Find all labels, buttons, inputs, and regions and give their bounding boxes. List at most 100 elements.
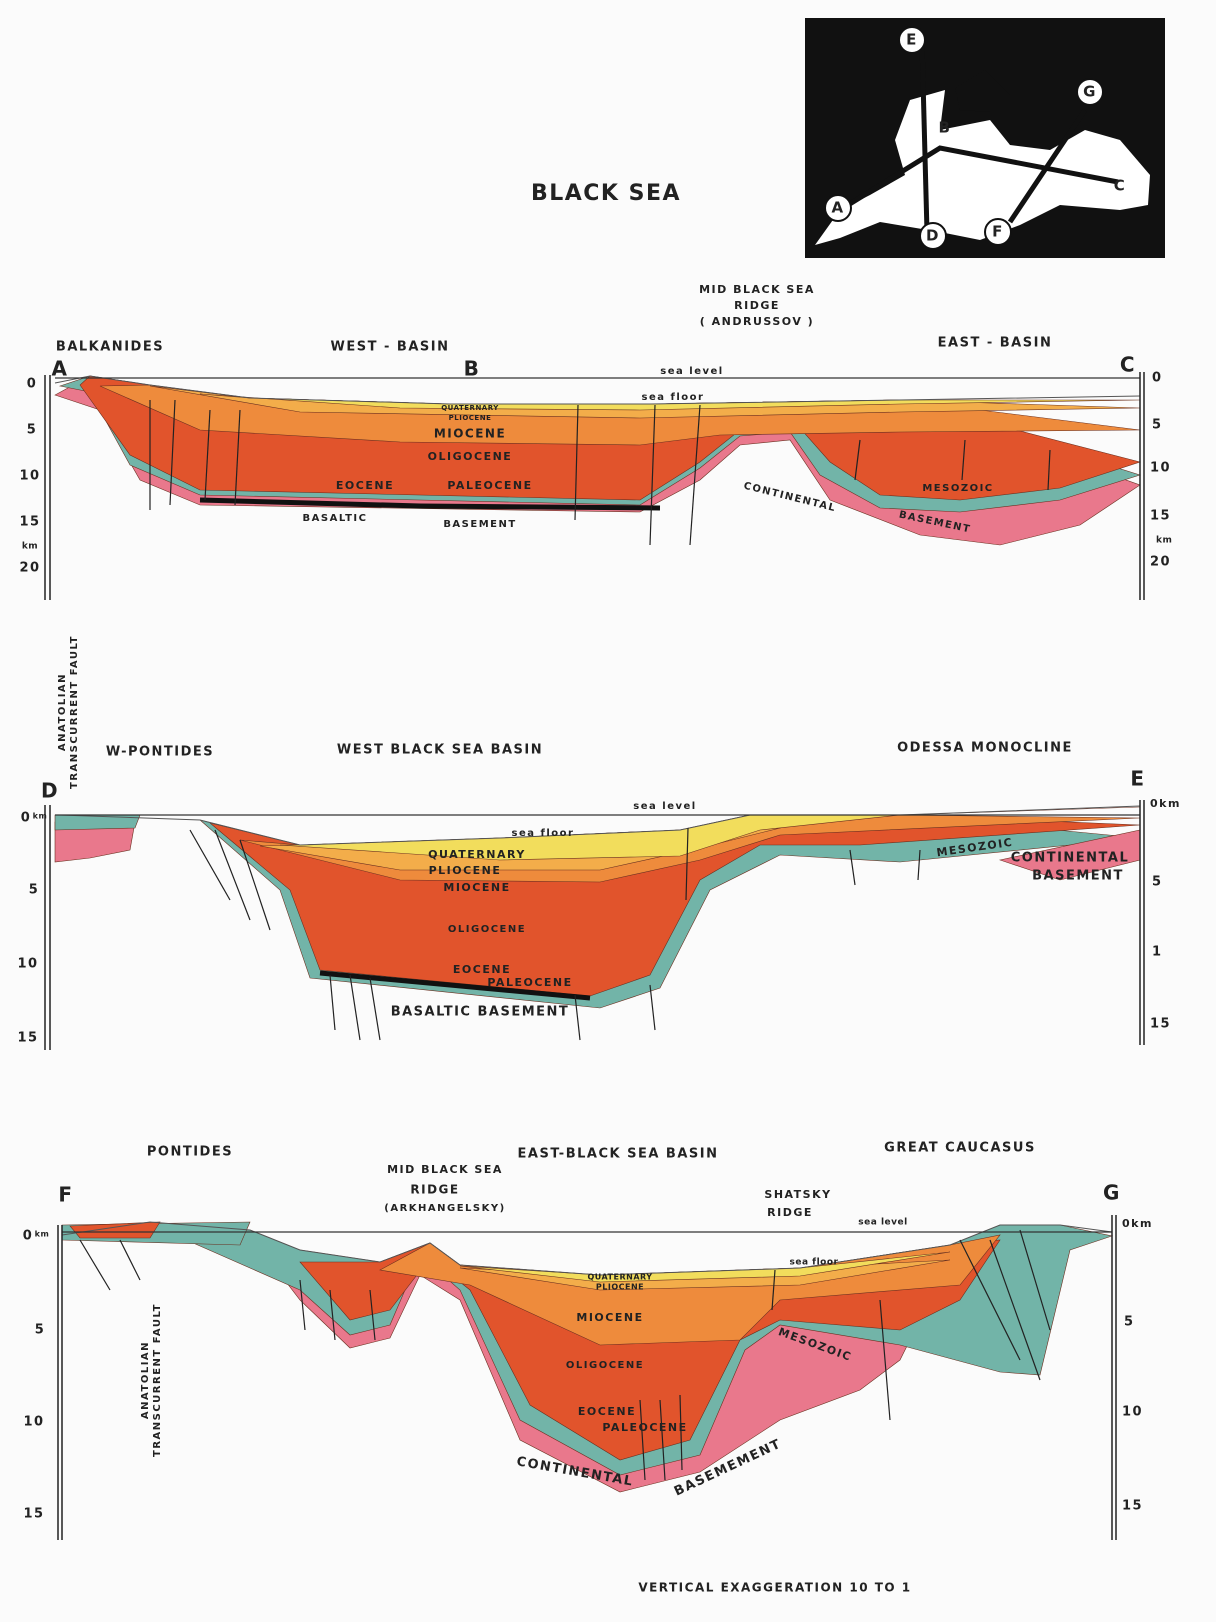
layer-label: PALEOCENE [447,479,532,492]
layer-label: QUATERNARY [441,404,499,412]
map-point: C [1114,177,1127,195]
depth-tick-label: 0 [23,1229,34,1244]
fault-line [574,994,581,1041]
profile-line [838,145,1119,213]
layer-label: PALEOCENE [602,1421,687,1434]
fault-line [961,439,966,481]
depth-tick-label: km [1156,536,1172,546]
footer: VERTICAL EXAGGERATION 10 TO 1 [638,1581,911,1595]
annotation: sea level [858,1218,907,1228]
depth-tick-label: 0 [27,377,38,392]
depth-tick-label: 15 [17,1031,38,1046]
map-point: E [906,31,918,49]
profile-end-label: F [58,1183,73,1207]
layer-label: BASALTIC BASEMENT [391,1005,570,1020]
fault-line [234,409,241,506]
ridge-label: ( ANDRUSSOV ) [700,315,814,328]
profile-end-label: E [1130,767,1145,791]
cross-section [44,800,1145,1050]
fault-label: ANATOLIAN [57,673,68,751]
fault-line [189,829,231,901]
sea-floor-line [61,1221,1113,1276]
region-label: BALKANIDES [56,340,164,355]
ridge-label: RIDGE [767,1206,813,1219]
fault-line [989,1239,1041,1381]
ridge-label: SHATSKY [764,1188,831,1201]
fault-line [917,849,921,881]
depth-tick-label: 10 [19,469,40,484]
fault-label: ANATOLIAN [140,1341,151,1419]
depth-tick-label: 0 [1152,371,1163,386]
region-label: EAST - BASIN [938,336,1053,351]
title: BLACK SEA [531,181,681,206]
layer-label: EOCENE [578,1405,636,1418]
depth-tick-label: 15 [1150,509,1171,524]
annotation: sea floor [512,828,575,839]
depth-tick-label: km [22,542,38,552]
fault-line [685,827,689,901]
depth-tick-label: 0 [21,811,32,826]
depth-tick-label: 5 [1124,1315,1135,1330]
depth-tick-label: 20 [19,561,40,576]
ridge-label: MID BLACK SEA [387,1163,503,1176]
layer-label: EOCENE [336,479,394,492]
annotation: sea level [660,366,723,377]
ridge-label: MID BLACK SEA [699,283,815,296]
fault-line [679,1394,683,1471]
basaltic-basement [199,497,661,511]
fault-line [119,1239,141,1281]
depth-tick-label: 5 [1152,418,1163,433]
annotation: sea floor [642,392,705,403]
fault-line [204,409,211,501]
depth-tick-label: 5 [29,883,40,898]
depth-tick-label: 15 [19,515,40,530]
map-point-marker [824,194,852,222]
depth-tick-label: 5 [35,1323,46,1338]
layer-label: BASEMENT [1032,869,1124,884]
region-label: EAST-BLACK SEA BASIN [518,1147,719,1162]
crimea [955,70,1010,112]
fault-line [349,974,361,1041]
layer-label: OLIGOCENE [566,1360,644,1371]
layer-label: OLIGOCENE [428,450,513,463]
depth-tick-label: 0km [1122,1217,1153,1230]
fault-line [649,404,656,546]
fault-line [1047,449,1051,491]
map-point: B [939,119,952,137]
map-point-marker [919,222,947,250]
fault-line [639,1399,646,1481]
layer-label: PLIOCENE [596,1283,644,1292]
region-label: PONTIDES [147,1145,233,1160]
annotation: sea floor [790,1258,839,1268]
layer-label: MIOCENE [576,1311,643,1324]
depth-tick-label: 15 [23,1507,44,1522]
ridge-label: RIDGE [410,1183,459,1197]
layer-label: BASEMENT [443,519,516,530]
map-point-marker [898,26,926,54]
depth-tick-label: 20 [1150,555,1171,570]
fault-line [79,1239,111,1291]
region-label: WEST - BASIN [331,340,450,355]
profile-end-label: D [41,779,59,803]
fault-line [329,1289,336,1341]
depth-tick-label: 15 [1150,1017,1171,1032]
layer-label: QUATERNARY [587,1273,652,1282]
fault-label: TRANSCURRENT FAULT [152,1303,163,1457]
basaltic-basement [319,970,591,1001]
map-point: A [831,199,844,217]
profile-end-label: C [1120,353,1136,377]
layer-label: MIOCENE [434,427,506,441]
fault-line [1019,1229,1051,1331]
fault-line [169,399,176,506]
depth-tick-label: 10 [1122,1405,1143,1420]
stratum [69,1221,161,1239]
depth-tick-label: 10 [1150,461,1171,476]
depth-tick-label: 5 [27,423,38,438]
depth-tick-label: 15 [1122,1499,1143,1514]
fault-line [771,1269,776,1311]
profile-line [919,41,930,233]
layer-label: MESOZOIC [922,483,993,494]
map-point-marker [1076,78,1104,106]
profile-end-label: B [464,357,481,381]
